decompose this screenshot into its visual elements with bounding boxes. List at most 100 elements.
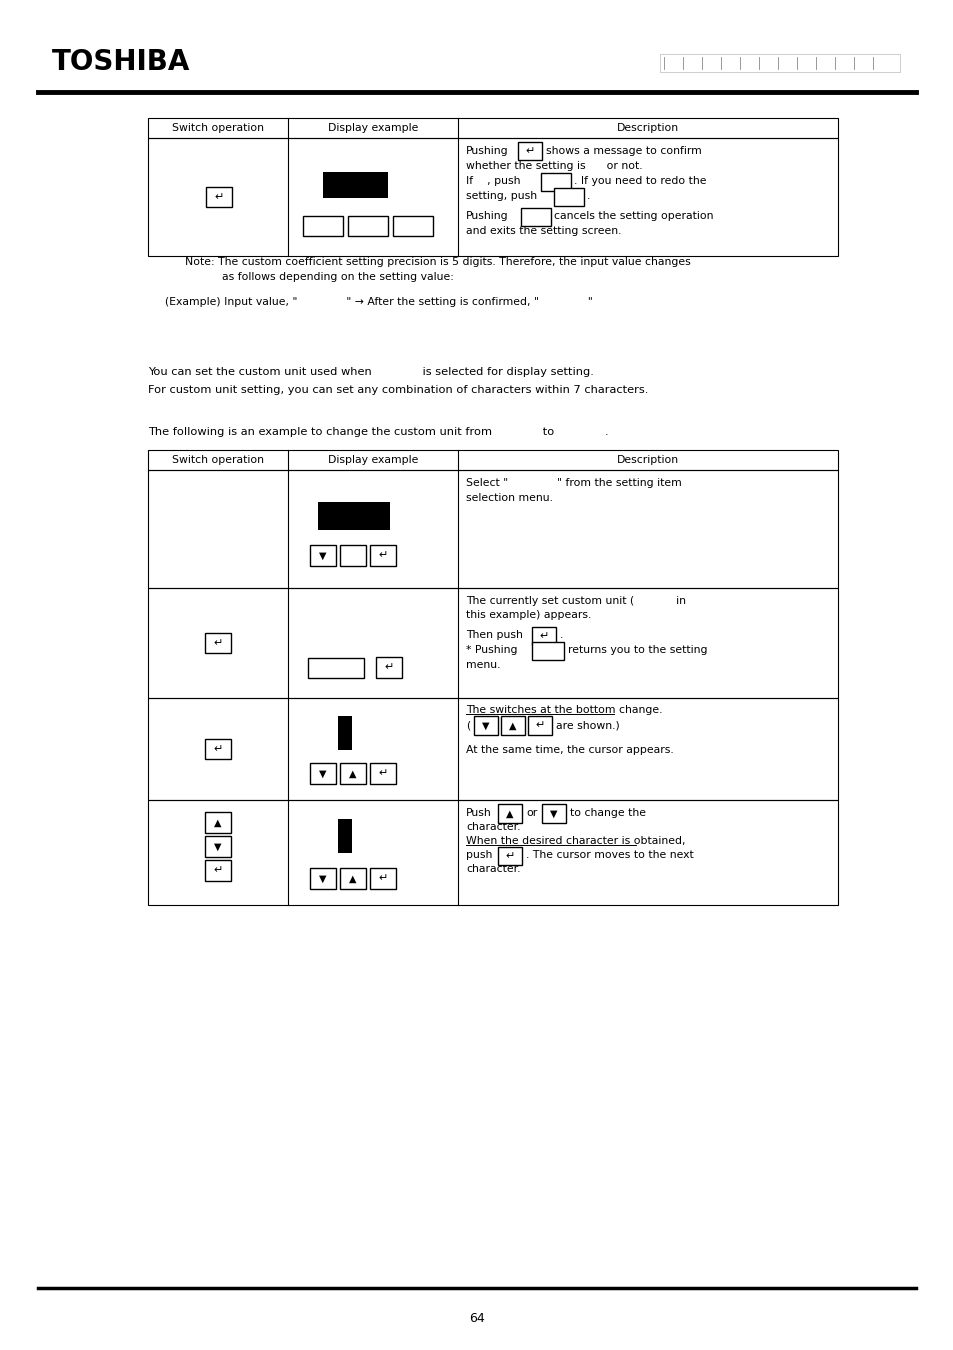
- Text: cancels the setting operation: cancels the setting operation: [554, 211, 713, 221]
- Bar: [148, 589, 837, 698]
- Bar: [500, 716, 524, 734]
- Bar: [517, 142, 541, 161]
- Bar: [339, 545, 366, 566]
- Bar: [310, 763, 335, 784]
- Bar: [205, 836, 231, 857]
- Text: setting, push: setting, push: [465, 190, 537, 201]
- Text: .: .: [559, 630, 563, 640]
- Bar: [337, 819, 352, 853]
- Text: The currently set custom unit (            in: The currently set custom unit ( in: [465, 595, 685, 606]
- Text: Push: Push: [465, 809, 491, 818]
- Text: ↵: ↵: [525, 146, 534, 157]
- Text: ▲: ▲: [214, 818, 221, 828]
- Text: ▲: ▲: [506, 809, 514, 818]
- Bar: [554, 188, 583, 207]
- Text: Pushing: Pushing: [465, 211, 508, 221]
- Text: ↵: ↵: [378, 873, 387, 883]
- Text: ▼: ▼: [319, 873, 327, 883]
- Bar: [540, 173, 571, 190]
- Bar: [148, 138, 837, 256]
- Bar: [532, 643, 563, 660]
- Text: ↵: ↵: [535, 721, 544, 730]
- Text: At the same time, the cursor appears.: At the same time, the cursor appears.: [465, 745, 673, 755]
- Text: If    , push: If , push: [465, 176, 520, 186]
- Text: are shown.): are shown.): [556, 720, 619, 730]
- Bar: [323, 171, 388, 198]
- Text: Note: The custom coefficient setting precision is 5 digits. Therefore, the input: Note: The custom coefficient setting pre…: [185, 256, 690, 267]
- Text: Description: Description: [617, 455, 679, 464]
- Text: ↵: ↵: [213, 865, 222, 876]
- Text: ▼: ▼: [482, 721, 489, 730]
- Text: ↵: ↵: [505, 850, 515, 861]
- Bar: [497, 805, 521, 823]
- Bar: [527, 716, 552, 734]
- Text: ↵: ↵: [538, 630, 548, 641]
- Text: Display example: Display example: [328, 455, 417, 464]
- Text: this example) appears.: this example) appears.: [465, 610, 591, 620]
- Text: ↵: ↵: [213, 639, 222, 648]
- Bar: [339, 763, 366, 784]
- Text: and exits the setting screen.: and exits the setting screen.: [465, 225, 620, 236]
- Bar: [370, 763, 395, 784]
- Text: For custom unit setting, you can set any combination of characters within 7 char: For custom unit setting, you can set any…: [148, 385, 648, 396]
- Text: .: .: [586, 190, 590, 201]
- Text: ▲: ▲: [509, 721, 517, 730]
- Text: ↵: ↵: [384, 663, 394, 672]
- Bar: [310, 545, 335, 566]
- Text: ▼: ▼: [214, 841, 221, 852]
- Text: Switch operation: Switch operation: [172, 123, 264, 134]
- Text: ↵: ↵: [213, 744, 222, 755]
- Bar: [206, 188, 232, 207]
- Text: Pushing: Pushing: [465, 146, 508, 157]
- Bar: [497, 846, 521, 865]
- Text: Then push: Then push: [465, 630, 522, 640]
- Text: ▼: ▼: [319, 551, 327, 560]
- Text: Description: Description: [617, 123, 679, 134]
- Text: ▲: ▲: [349, 768, 356, 779]
- Text: The following is an example to change the custom unit from              to      : The following is an example to change th…: [148, 427, 608, 437]
- Bar: [205, 811, 231, 833]
- Text: as follows depending on the setting value:: as follows depending on the setting valu…: [222, 271, 454, 282]
- Bar: [148, 698, 837, 801]
- Bar: [308, 657, 364, 678]
- Text: selection menu.: selection menu.: [465, 493, 553, 504]
- Bar: [148, 450, 837, 470]
- Text: TOSHIBA: TOSHIBA: [52, 49, 191, 76]
- Bar: [339, 868, 366, 890]
- Bar: [205, 633, 231, 653]
- Text: returns you to the setting: returns you to the setting: [567, 645, 707, 655]
- Text: . If you need to redo the: . If you need to redo the: [574, 176, 706, 186]
- Bar: [148, 470, 837, 589]
- Text: You can set the custom unit used when              is selected for display setti: You can set the custom unit used when is…: [148, 367, 594, 377]
- Bar: [148, 801, 837, 904]
- Text: push: push: [465, 850, 492, 860]
- Text: shows a message to confirm: shows a message to confirm: [545, 146, 701, 157]
- Bar: [148, 117, 837, 138]
- Bar: [303, 216, 343, 236]
- Bar: [520, 208, 551, 225]
- Text: Switch operation: Switch operation: [172, 455, 264, 464]
- Text: to change the: to change the: [569, 809, 645, 818]
- Text: * Pushing: * Pushing: [465, 645, 517, 655]
- Bar: [532, 626, 556, 645]
- Bar: [337, 716, 352, 751]
- Text: ↵: ↵: [378, 768, 387, 779]
- Bar: [205, 738, 231, 759]
- Text: ↵: ↵: [378, 551, 387, 560]
- Bar: [375, 657, 401, 678]
- Bar: [370, 545, 395, 566]
- Text: (: (: [465, 720, 470, 730]
- Text: When the desired character is obtained,: When the desired character is obtained,: [465, 836, 685, 846]
- Text: menu.: menu.: [465, 660, 500, 670]
- Text: whether the setting is      or not.: whether the setting is or not.: [465, 161, 642, 171]
- Text: The switches at the bottom change.: The switches at the bottom change.: [465, 705, 661, 716]
- Text: ▼: ▼: [319, 768, 327, 779]
- Bar: [310, 868, 335, 890]
- Text: ▲: ▲: [349, 873, 356, 883]
- Bar: [205, 860, 231, 882]
- Text: . The cursor moves to the next: . The cursor moves to the next: [525, 850, 693, 860]
- Text: ↵: ↵: [214, 192, 223, 202]
- Text: character.: character.: [465, 822, 520, 832]
- Bar: [393, 216, 433, 236]
- Text: Display example: Display example: [328, 123, 417, 134]
